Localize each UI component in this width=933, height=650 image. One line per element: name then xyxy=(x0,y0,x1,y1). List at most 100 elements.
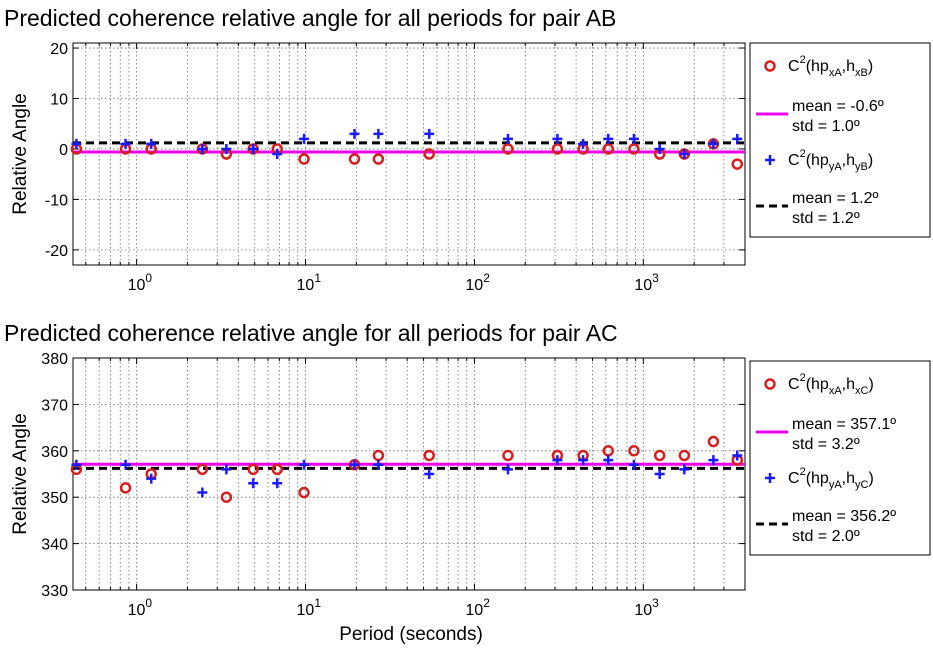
data-point-plus xyxy=(146,138,157,149)
data-point-plus xyxy=(248,143,259,154)
plot-frame xyxy=(72,357,746,591)
y-tick-label: 370 xyxy=(41,397,68,414)
y-tick-label: 10 xyxy=(50,92,68,109)
data-point-circle xyxy=(298,486,310,499)
y-tick-label: 350 xyxy=(41,490,68,507)
legend-plus-marker xyxy=(765,473,775,483)
chart-title: Predicted coherence relative angle for a… xyxy=(4,5,616,31)
data-point-circle xyxy=(298,153,310,165)
legend-plus-marker xyxy=(765,155,775,165)
x-tick-label: 102 xyxy=(465,596,490,619)
data-point-circle xyxy=(372,153,385,165)
x-tick-label: 102 xyxy=(465,271,490,294)
legend-label: std = 1.2º xyxy=(792,210,860,227)
y-tick-label: 340 xyxy=(41,537,68,554)
y-axis-label: Relative Angle xyxy=(10,93,31,214)
chart-1: Predicted coherence relative angle for a… xyxy=(4,5,931,294)
data-point-plus xyxy=(552,455,563,466)
legend-circle-marker xyxy=(764,378,776,390)
data-point-circle xyxy=(423,449,435,462)
data-point-circle xyxy=(423,148,435,160)
x-tick-label: 100 xyxy=(128,596,153,619)
y-tick-label: -10 xyxy=(45,192,68,209)
data-point-plus xyxy=(424,469,435,479)
data-point-plus xyxy=(654,143,665,154)
data-point-plus xyxy=(708,455,719,466)
y-tick-label: 380 xyxy=(41,351,68,368)
data-point-plus xyxy=(71,138,82,149)
x-tick-label: 103 xyxy=(634,596,659,619)
data-point-circle xyxy=(602,143,615,155)
data-point-plus xyxy=(578,455,589,466)
data-point-plus xyxy=(603,455,614,466)
data-point-circle xyxy=(707,435,720,448)
data-point-plus xyxy=(299,459,310,470)
data-point-plus xyxy=(272,149,283,159)
legend: C2(hpxA,hxC) mean = 357.1º std = 3.2º C2(hp… xyxy=(749,360,931,556)
data-point-plus xyxy=(299,133,310,144)
legend-label: mean = -0.6º xyxy=(792,98,884,115)
series-1 xyxy=(70,435,744,503)
data-point-circle xyxy=(628,445,640,457)
data-point-plus xyxy=(502,464,513,475)
legend-box xyxy=(749,360,931,556)
y-tick-label: 330 xyxy=(41,583,68,600)
chart-2: Predicted coherence relative angle for a… xyxy=(4,320,931,645)
legend-box xyxy=(749,42,931,238)
data-point-plus xyxy=(732,133,743,144)
legend-label: C2(hpyA,hyB) xyxy=(788,148,873,173)
grid-lines xyxy=(73,357,746,591)
series-2 xyxy=(71,128,743,159)
data-point-circle xyxy=(119,482,132,494)
data-point-circle xyxy=(220,491,233,503)
data-point-plus xyxy=(349,459,360,470)
data-point-circle xyxy=(271,463,283,476)
data-point-circle xyxy=(731,158,744,170)
data-point-plus xyxy=(679,464,690,475)
legend: C2(hpxA,hxB) mean = -0.6º std = 1.0º C2(hpy… xyxy=(749,42,931,238)
data-point-plus xyxy=(221,143,232,154)
data-point-plus xyxy=(373,128,384,139)
series-2 xyxy=(71,450,743,498)
legend-label: mean = 357.1º xyxy=(792,416,896,433)
data-point-plus xyxy=(552,133,563,144)
legend-label: mean = 1.2º xyxy=(792,190,879,207)
y-tick-label: -20 xyxy=(45,243,68,260)
legend-label: C2(hpxA,hxC) xyxy=(788,372,874,397)
data-point-plus xyxy=(373,459,384,470)
x-tick-label: 103 xyxy=(634,271,659,294)
data-point-plus xyxy=(197,487,208,498)
data-point-plus xyxy=(502,133,513,144)
data-point-circle xyxy=(247,463,259,476)
data-point-circle xyxy=(502,449,514,462)
x-tick-label: 101 xyxy=(297,271,322,294)
data-point-plus xyxy=(603,133,614,144)
data-point-plus xyxy=(248,478,259,489)
data-point-plus xyxy=(679,149,690,159)
data-point-circle xyxy=(628,143,640,155)
data-point-circle xyxy=(551,143,564,155)
y-tick-label: 360 xyxy=(41,444,68,461)
data-point-plus xyxy=(146,473,157,484)
data-point-plus xyxy=(197,143,208,154)
legend-label: std = 1.0º xyxy=(792,118,860,135)
legend-label: std = 3.2º xyxy=(792,436,860,453)
data-point-plus xyxy=(221,464,232,475)
legend-label: std = 2.0º xyxy=(792,528,860,545)
data-point-plus xyxy=(120,459,131,470)
data-point-circle xyxy=(348,153,361,165)
plot-frame xyxy=(72,42,746,266)
legend-label: C2(hpyA,hyC) xyxy=(788,466,874,491)
x-tick-label: 100 xyxy=(128,271,153,294)
y-tick-label: 20 xyxy=(50,41,68,58)
data-point-circle xyxy=(372,449,385,462)
data-point-plus xyxy=(628,133,639,144)
x-axis-label: Period (seconds) xyxy=(339,624,483,645)
data-point-plus xyxy=(628,459,639,470)
data-point-plus xyxy=(732,450,743,461)
legend-label: mean = 356.2º xyxy=(792,508,896,525)
chart-title: Predicted coherence relative angle for a… xyxy=(4,320,618,346)
y-tick-label: 0 xyxy=(59,142,68,159)
data-point-circle xyxy=(678,449,691,462)
